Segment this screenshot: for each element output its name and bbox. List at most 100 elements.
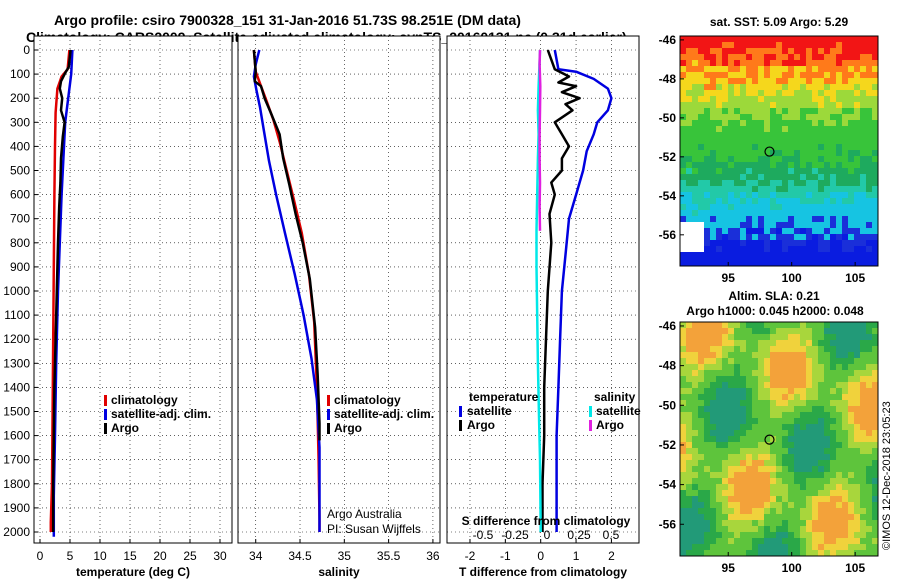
map-cell [818,322,824,328]
map-cell [866,364,872,370]
map-cell [716,108,722,114]
map-cell [692,358,698,364]
map-cell [722,340,728,346]
map-cell [854,132,860,138]
map-cell [872,496,878,502]
map-cell [872,102,878,108]
map-cell [794,550,800,556]
map-cell [812,502,818,508]
map-cell [842,156,848,162]
map-cell [698,382,704,388]
legend-swatch [327,409,330,420]
map-cell [860,352,866,358]
map-cell [842,352,848,358]
map-cell [716,36,722,42]
map-cell [704,412,710,418]
credit-line-2: PI: Susan Wijffels [327,522,421,536]
map-cell [734,418,740,424]
map-cell [860,538,866,544]
map-cell [680,246,686,252]
map-cell [854,192,860,198]
map-cell [800,544,806,550]
map-cell [698,394,704,400]
map-cell [728,460,734,466]
map-cell [836,538,842,544]
map-cell [752,36,758,42]
map-cell [806,126,812,132]
map-cell [716,240,722,246]
map-cell [704,346,710,352]
map-cell [788,48,794,54]
map-cell [872,430,878,436]
map-cell [734,72,740,78]
map-cell [770,364,776,370]
map-cell [734,102,740,108]
map-cell [752,466,758,472]
map-cell [872,334,878,340]
map-cell [818,72,824,78]
map-cell [842,84,848,90]
map-cell [710,412,716,418]
map-cell [866,370,872,376]
map-cell [842,526,848,532]
y-tick-label: 500 [10,164,30,178]
map-cell [728,370,734,376]
map-cell [842,48,848,54]
map-cell [848,550,854,556]
map-cell [686,144,692,150]
map-cell [854,484,860,490]
map-cell [800,186,806,192]
map-cell [836,60,842,66]
map-cell [872,490,878,496]
map-cell [854,382,860,388]
map-cell [836,102,842,108]
map-cell [698,138,704,144]
map-cell [800,436,806,442]
map-cell [716,406,722,412]
map-cell [758,72,764,78]
map-cell [764,466,770,472]
series-salinity-satellite [535,49,542,533]
map-cell [692,72,698,78]
map-cell [800,78,806,84]
map-cell [758,544,764,550]
map-cell [806,180,812,186]
map-cell [824,490,830,496]
map-cell [758,322,764,328]
map-cell [872,322,878,328]
map-cell [740,192,746,198]
map-cell [698,168,704,174]
map-cell [776,460,782,466]
map-cell [752,66,758,72]
map-cell [680,72,686,78]
map-cell [764,210,770,216]
map-cell [866,436,872,442]
map-cell [686,48,692,54]
panel-difference: -2 -1 0 1 2T difference from climatology [446,35,640,579]
map-cell [812,210,818,216]
map-cell [716,42,722,48]
map-cell [818,156,824,162]
map-cell [824,436,830,442]
map-cell [770,370,776,376]
map-cell [866,162,872,168]
map-cell [710,418,716,424]
map-cell [842,234,848,240]
map-cell [692,340,698,346]
map-cell [788,198,794,204]
map-cell [836,472,842,478]
map-cell [680,412,686,418]
map-cell [854,454,860,460]
map-cell [812,216,818,222]
map-cell [872,180,878,186]
map-cell [872,90,878,96]
map-cell [842,108,848,114]
map-cell [752,144,758,150]
map-cell [842,240,848,246]
map-cell [770,78,776,84]
map-cell [830,240,836,246]
map-cell [764,526,770,532]
map-cell [740,132,746,138]
map-cell [800,490,806,496]
map-cell [794,334,800,340]
